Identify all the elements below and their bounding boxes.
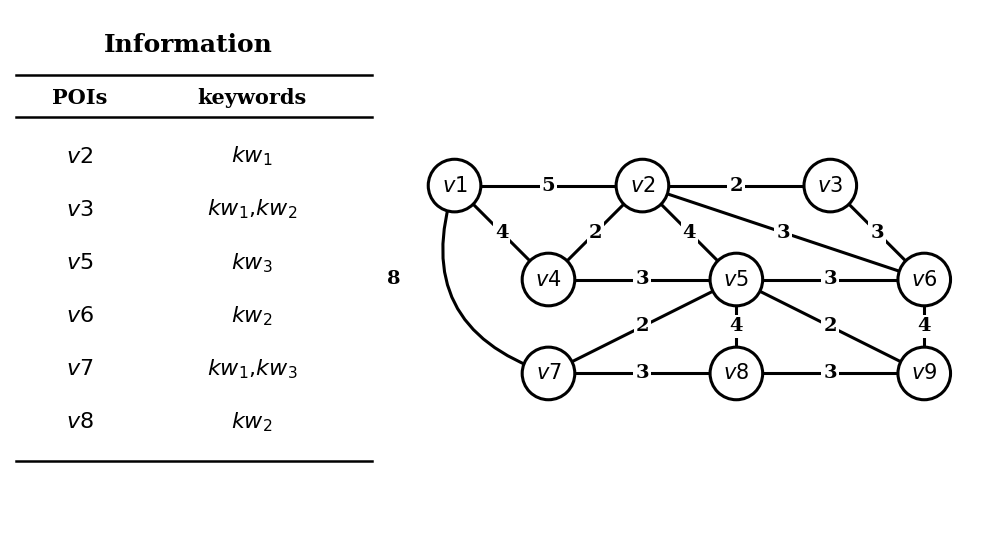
Text: keywords: keywords (197, 88, 307, 108)
Text: $\mathit{v2}$: $\mathit{v2}$ (630, 176, 655, 196)
Circle shape (616, 159, 669, 212)
Circle shape (898, 253, 951, 306)
Text: 3: 3 (823, 364, 837, 382)
Text: Information: Information (104, 33, 272, 56)
Text: 3: 3 (823, 271, 837, 288)
Text: POIs: POIs (52, 88, 108, 108)
Circle shape (428, 159, 481, 212)
Text: 2: 2 (636, 318, 649, 335)
Text: $\mathit{v4}$: $\mathit{v4}$ (535, 269, 562, 290)
Circle shape (522, 347, 575, 400)
Circle shape (804, 159, 857, 212)
Text: 2: 2 (589, 224, 602, 241)
Text: 3: 3 (636, 364, 649, 382)
Text: 4: 4 (495, 224, 508, 241)
Text: 4: 4 (917, 318, 931, 335)
Text: $\boldsymbol{\mathit{v3}}$: $\boldsymbol{\mathit{v3}}$ (66, 200, 94, 220)
Text: 2: 2 (824, 318, 837, 335)
Circle shape (522, 253, 575, 306)
Text: $\boldsymbol{\mathit{kw}}_{1}$,$\boldsymbol{\mathit{kw}}_{3}$: $\boldsymbol{\mathit{kw}}_{1}$,$\boldsym… (207, 357, 297, 381)
Text: $\boldsymbol{\mathit{v7}}$: $\boldsymbol{\mathit{v7}}$ (66, 359, 94, 379)
FancyArrowPatch shape (443, 188, 546, 372)
Text: $\mathit{v7}$: $\mathit{v7}$ (536, 363, 561, 383)
Text: 3: 3 (777, 224, 790, 241)
Circle shape (710, 253, 763, 306)
Text: $\mathit{v5}$: $\mathit{v5}$ (723, 269, 749, 290)
Text: $\boldsymbol{\mathit{kw}}_{3}$: $\boldsymbol{\mathit{kw}}_{3}$ (231, 251, 273, 274)
Text: 2: 2 (730, 177, 743, 195)
Circle shape (710, 347, 763, 400)
Text: $\boldsymbol{\mathit{kw}}_{2}$: $\boldsymbol{\mathit{kw}}_{2}$ (231, 304, 273, 328)
Text: $\boldsymbol{\mathit{kw}}_{2}$: $\boldsymbol{\mathit{kw}}_{2}$ (231, 410, 273, 434)
Text: $\boldsymbol{\mathit{v2}}$: $\boldsymbol{\mathit{v2}}$ (66, 146, 94, 167)
Text: $\mathit{v9}$: $\mathit{v9}$ (911, 363, 937, 383)
Text: 5: 5 (542, 177, 555, 195)
Text: 3: 3 (870, 224, 884, 241)
Text: 3: 3 (636, 271, 649, 288)
Text: $\boldsymbol{\mathit{kw}}_{1}$,$\boldsymbol{\mathit{kw}}_{2}$: $\boldsymbol{\mathit{kw}}_{1}$,$\boldsym… (207, 198, 297, 221)
Text: $\mathit{v6}$: $\mathit{v6}$ (911, 269, 937, 290)
Text: 4: 4 (730, 318, 743, 335)
Text: $\boldsymbol{\mathit{kw}}_{1}$: $\boldsymbol{\mathit{kw}}_{1}$ (231, 145, 273, 168)
Text: $\boldsymbol{\mathit{v5}}$: $\boldsymbol{\mathit{v5}}$ (66, 253, 94, 273)
Text: $\boldsymbol{\mathit{v6}}$: $\boldsymbol{\mathit{v6}}$ (66, 306, 94, 326)
Text: $\mathit{v1}$: $\mathit{v1}$ (442, 176, 467, 196)
Circle shape (898, 347, 951, 400)
Text: $\mathit{v3}$: $\mathit{v3}$ (817, 176, 843, 196)
Text: 4: 4 (683, 224, 696, 241)
Text: $\mathit{v8}$: $\mathit{v8}$ (723, 363, 749, 383)
Text: $\boldsymbol{\mathit{v8}}$: $\boldsymbol{\mathit{v8}}$ (66, 412, 94, 432)
Text: 8: 8 (387, 271, 400, 288)
